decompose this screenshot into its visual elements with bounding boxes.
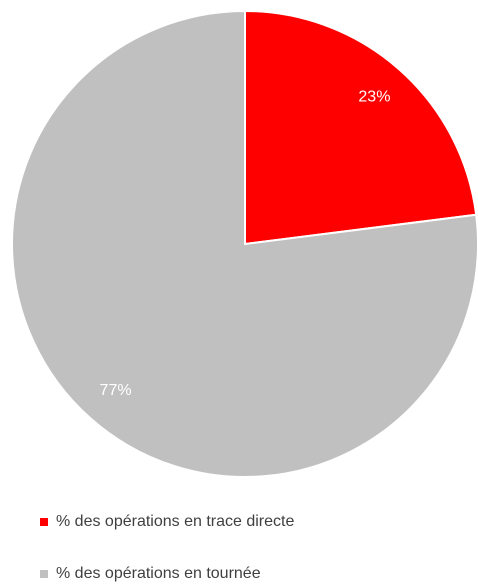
- data-label: 77%: [100, 382, 132, 399]
- legend-swatch: [40, 518, 48, 526]
- legend-swatch: [40, 570, 48, 578]
- pie-slice: [244, 9, 478, 246]
- legend-label: % des opérations en trace directe: [56, 513, 294, 530]
- data-label: 23%: [358, 88, 390, 105]
- legend-label: % des opérations en tournée: [56, 565, 261, 582]
- pie-slice: [11, 9, 478, 478]
